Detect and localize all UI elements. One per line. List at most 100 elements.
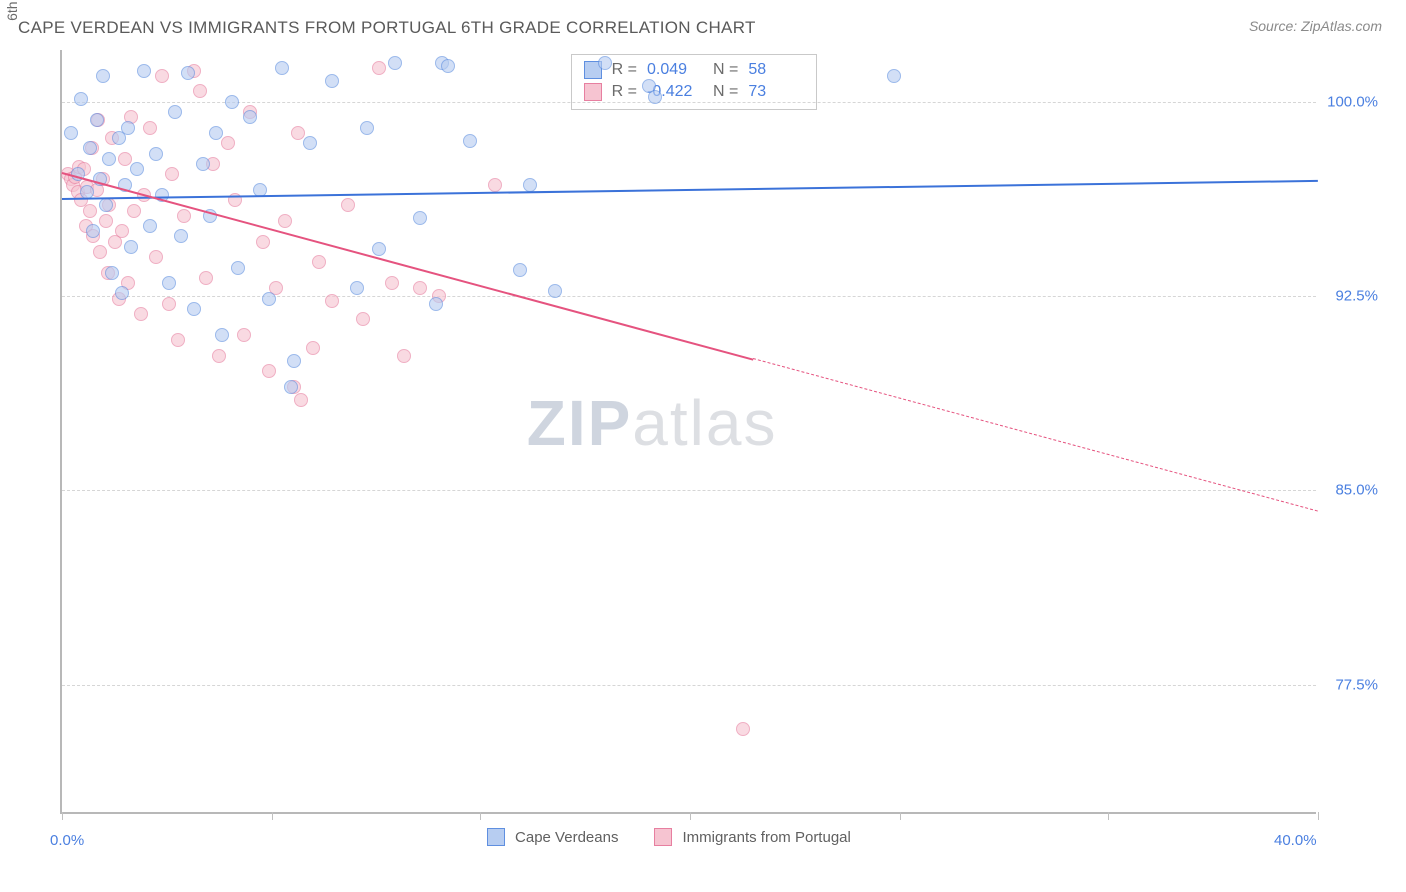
scatter-point — [306, 341, 320, 355]
scatter-point — [372, 61, 386, 75]
scatter-point — [294, 393, 308, 407]
scatter-point — [83, 141, 97, 155]
scatter-point — [102, 152, 116, 166]
scatter-point — [99, 214, 113, 228]
scatter-point — [137, 64, 151, 78]
scatter-point — [209, 126, 223, 140]
scatter-point — [64, 126, 78, 140]
stat-label-r: R = — [612, 61, 637, 79]
scatter-point — [513, 263, 527, 277]
scatter-point — [287, 354, 301, 368]
scatter-point — [350, 281, 364, 295]
scatter-point — [548, 284, 562, 298]
scatter-point — [93, 245, 107, 259]
scatter-point — [243, 110, 257, 124]
scatter-point — [360, 121, 374, 135]
stat-row: R =-0.422N =73 — [584, 81, 805, 103]
scatter-point — [99, 198, 113, 212]
trend-line — [753, 358, 1318, 512]
legend-label: Immigrants from Portugal — [682, 829, 850, 846]
x-tick-mark — [900, 812, 901, 820]
trend-line — [62, 179, 1318, 199]
scatter-point — [162, 297, 176, 311]
scatter-point — [134, 307, 148, 321]
scatter-point — [303, 136, 317, 150]
y-tick-label: 77.5% — [1335, 676, 1378, 693]
gridline — [62, 685, 1316, 686]
scatter-point — [215, 328, 229, 342]
scatter-point — [115, 224, 129, 238]
scatter-point — [356, 312, 370, 326]
scatter-point — [278, 214, 292, 228]
gridline — [62, 296, 1316, 297]
scatter-point — [187, 302, 201, 316]
y-tick-label: 85.0% — [1335, 482, 1378, 499]
scatter-point — [90, 113, 104, 127]
scatter-point — [441, 59, 455, 73]
scatter-point — [143, 219, 157, 233]
trend-line — [62, 172, 753, 361]
x-tick-mark — [690, 812, 691, 820]
scatter-point — [429, 297, 443, 311]
scatter-point — [168, 105, 182, 119]
legend-swatch — [487, 828, 505, 846]
scatter-point — [130, 162, 144, 176]
chart-title: CAPE VERDEAN VS IMMIGRANTS FROM PORTUGAL… — [18, 18, 756, 38]
y-tick-label: 100.0% — [1327, 93, 1378, 110]
legend-swatch — [654, 828, 672, 846]
scatter-point — [262, 292, 276, 306]
scatter-point — [196, 157, 210, 171]
scatter-point — [341, 198, 355, 212]
scatter-point — [221, 136, 235, 150]
legend-bottom: Cape Verdeans Immigrants from Portugal — [487, 828, 851, 846]
scatter-point — [86, 224, 100, 238]
scatter-point — [284, 380, 298, 394]
scatter-point — [488, 178, 502, 192]
scatter-point — [388, 56, 402, 70]
scatter-point — [171, 333, 185, 347]
scatter-point — [231, 261, 245, 275]
legend-item: Immigrants from Portugal — [654, 828, 850, 846]
x-tick-label: 0.0% — [50, 832, 84, 849]
stat-value-r: 0.049 — [647, 61, 703, 79]
scatter-point — [96, 69, 110, 83]
source-label: Source: ZipAtlas.com — [1249, 18, 1382, 34]
scatter-point — [463, 134, 477, 148]
y-axis-label: 6th Grade — [4, 0, 20, 21]
scatter-point — [413, 281, 427, 295]
scatter-point — [177, 209, 191, 223]
legend-item: Cape Verdeans — [487, 828, 618, 846]
scatter-point — [124, 240, 138, 254]
scatter-point — [165, 167, 179, 181]
scatter-point — [83, 204, 97, 218]
x-tick-mark — [272, 812, 273, 820]
scatter-point — [598, 56, 612, 70]
stat-label-n: N = — [713, 61, 738, 79]
scatter-point — [523, 178, 537, 192]
scatter-point — [181, 66, 195, 80]
legend-label: Cape Verdeans — [515, 829, 618, 846]
scatter-point — [115, 286, 129, 300]
scatter-point — [149, 250, 163, 264]
scatter-point — [372, 242, 386, 256]
scatter-point — [648, 90, 662, 104]
x-tick-label: 40.0% — [1274, 832, 1317, 849]
scatter-point — [105, 266, 119, 280]
stat-label-n: N = — [713, 83, 738, 101]
x-tick-mark — [62, 812, 63, 820]
scatter-point — [118, 152, 132, 166]
chart-header: CAPE VERDEAN VS IMMIGRANTS FROM PORTUGAL… — [0, 0, 1406, 44]
x-tick-mark — [1318, 812, 1319, 820]
scatter-point — [155, 69, 169, 83]
scatter-point — [174, 229, 188, 243]
y-tick-label: 92.5% — [1335, 288, 1378, 305]
scatter-point — [291, 126, 305, 140]
stat-value-n: 73 — [748, 83, 804, 101]
scatter-point — [127, 204, 141, 218]
scatter-point — [385, 276, 399, 290]
scatter-point — [275, 61, 289, 75]
scatter-point — [736, 722, 750, 736]
scatter-point — [262, 364, 276, 378]
stat-row: R =0.049N =58 — [584, 59, 805, 81]
scatter-point — [162, 276, 176, 290]
